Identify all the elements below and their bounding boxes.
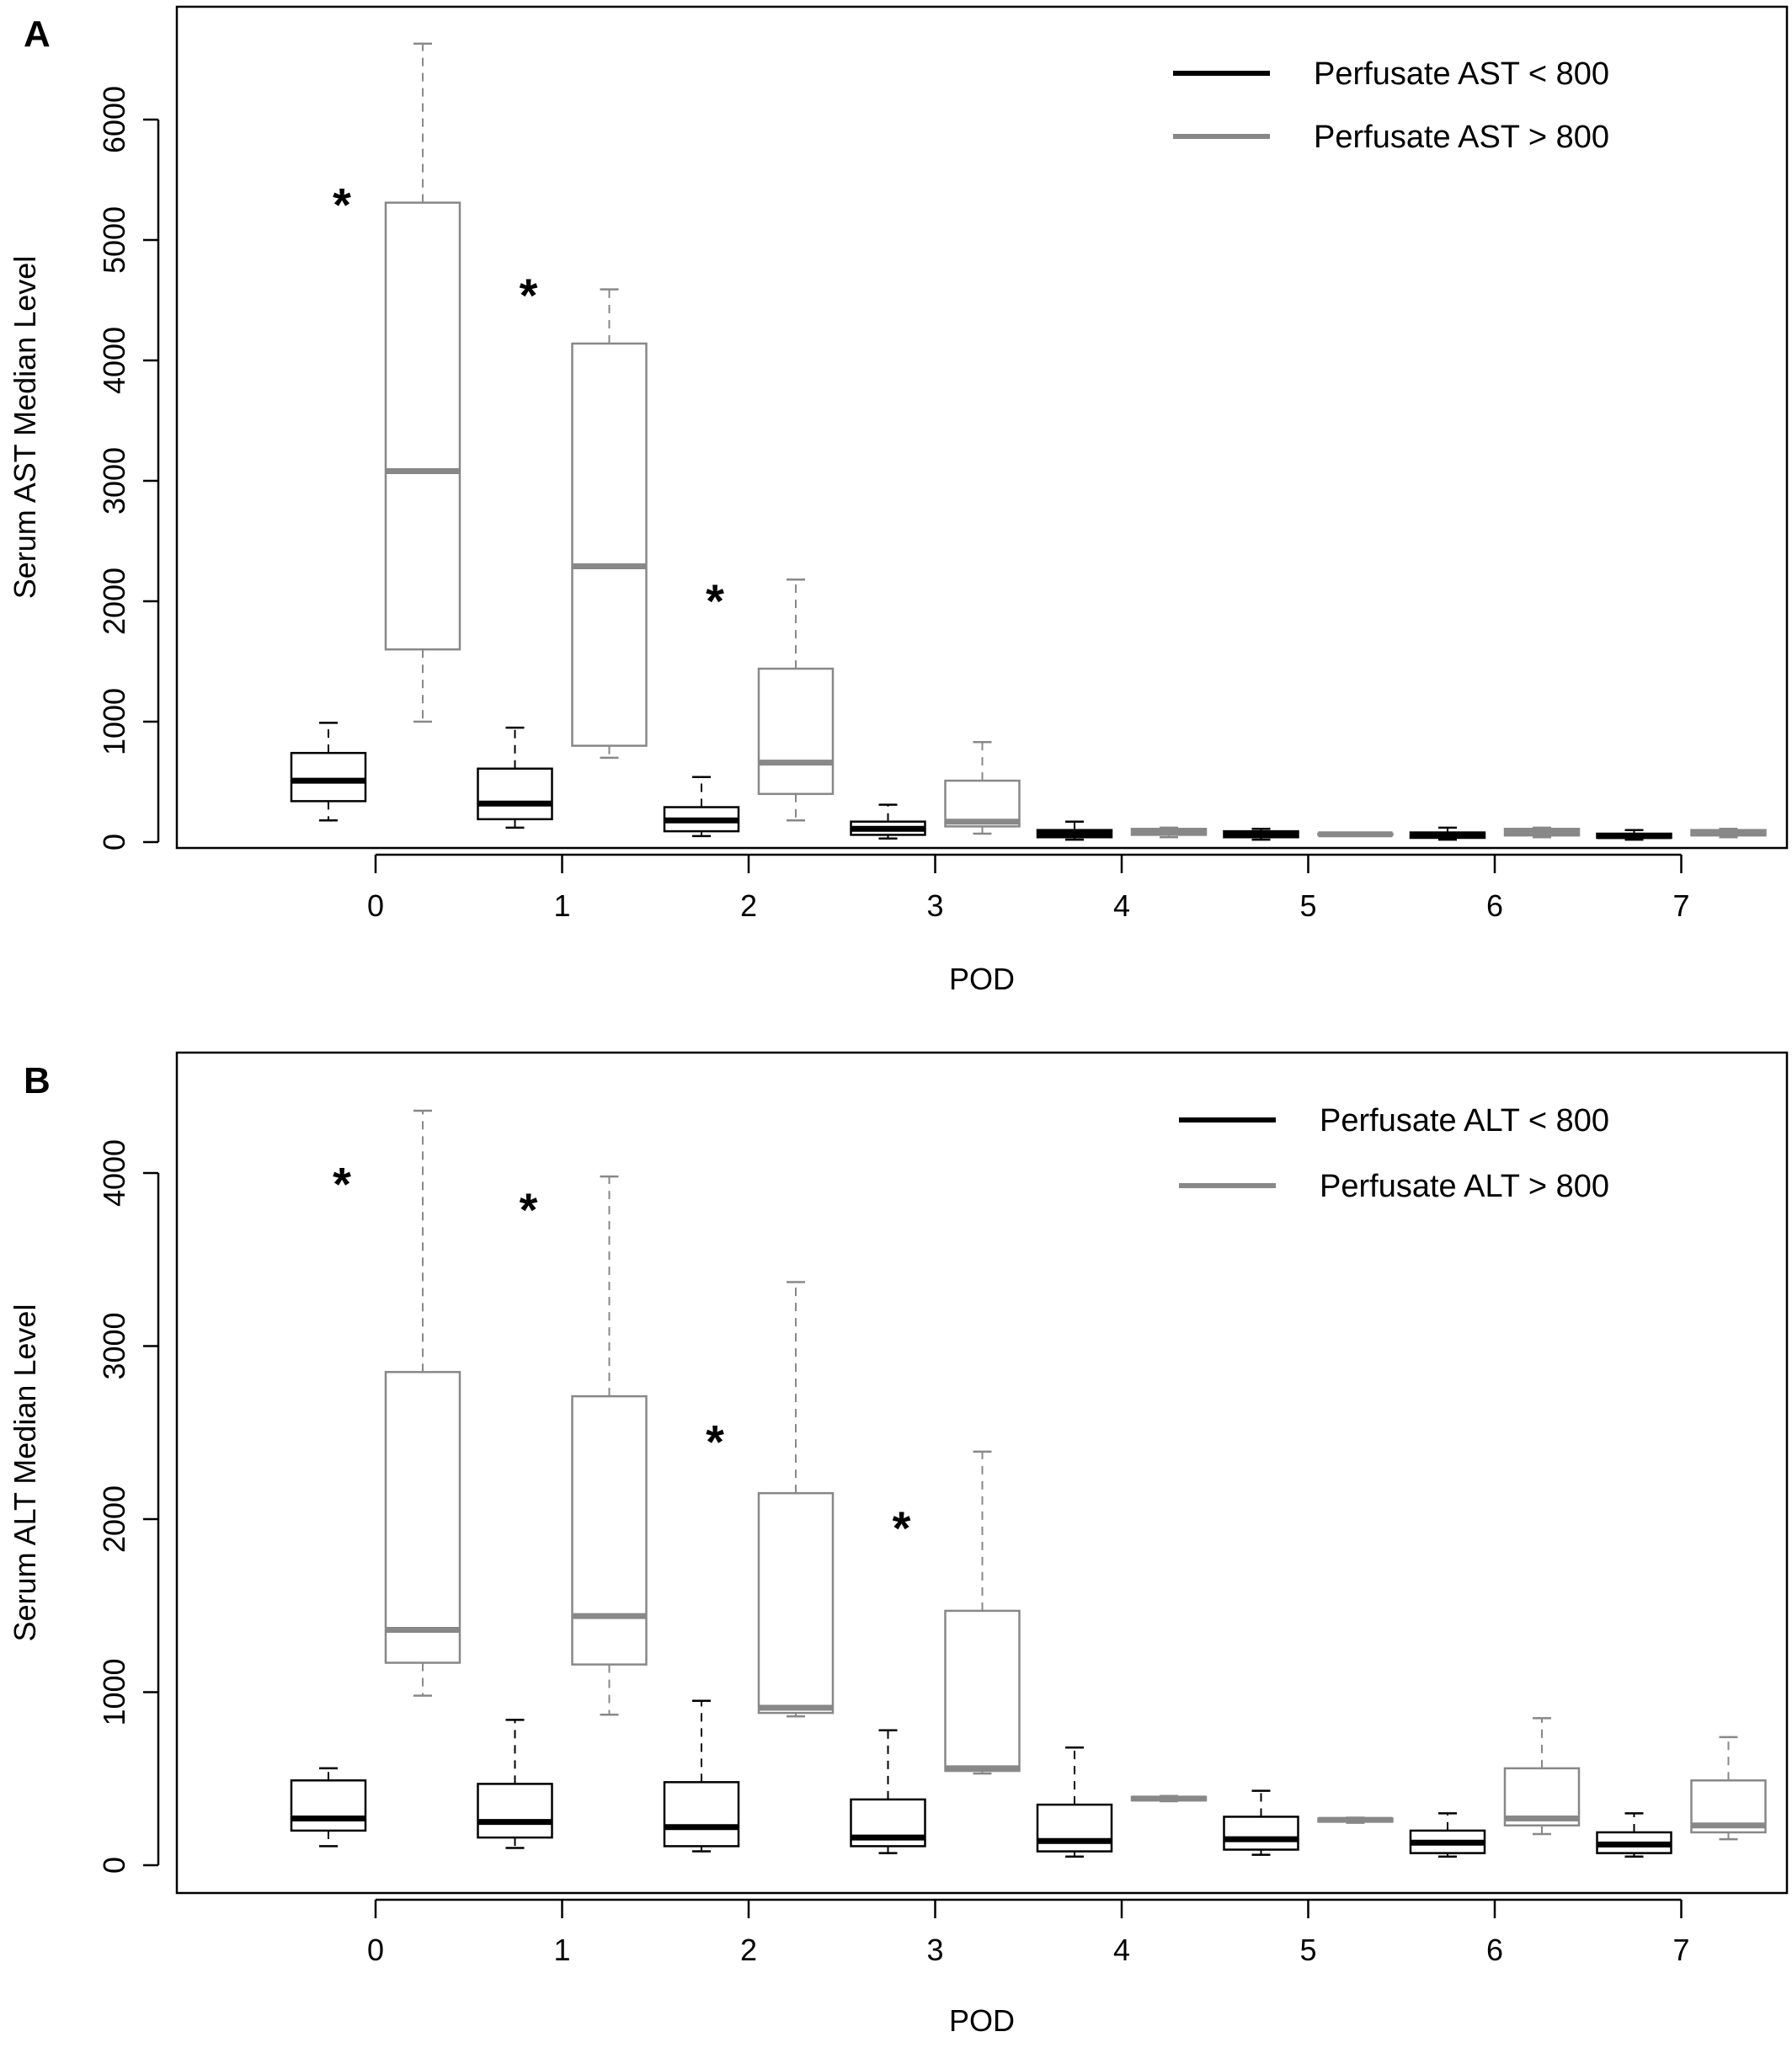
significance-asterisk: * — [706, 1415, 724, 1468]
significance-asterisk: * — [333, 1157, 351, 1210]
boxplot-low-pod-5 — [1223, 828, 1299, 841]
y-tick-label: 2000 — [97, 1485, 131, 1553]
iqr-box — [757, 1491, 835, 1714]
x-tick-label: 3 — [926, 888, 943, 923]
x-tick-label: 7 — [1672, 888, 1689, 923]
iqr-box — [384, 1371, 461, 1664]
y-tick-label: 3000 — [97, 1312, 131, 1379]
x-tick-label: 1 — [553, 888, 570, 923]
boxplot-low-pod-7 — [1596, 829, 1672, 841]
panel-a: A 0 1000 2000 3000 4000 5000 6000 Serum AST Medi… — [8, 5, 1789, 996]
iqr-box — [477, 767, 553, 821]
y-tick-label: 1000 — [97, 1658, 131, 1725]
y-tick-label: 0 — [97, 1857, 131, 1874]
boxplot-high-pod-6 — [1503, 1717, 1581, 1836]
significance-asterisk: * — [520, 1183, 538, 1236]
boxplot-high-pod-0 — [384, 42, 461, 723]
plot-frame — [175, 1051, 1789, 1895]
significance-asterisk: * — [706, 574, 724, 627]
x-tick-label: 0 — [367, 1933, 384, 1967]
boxplot-high-pod-7 — [1690, 1736, 1767, 1841]
boxplot-high-pod-5 — [1317, 831, 1394, 838]
x-tick-label: 2 — [740, 1933, 757, 1967]
significance-asterisk: * — [333, 179, 351, 232]
y-tick-label: 6000 — [97, 86, 131, 153]
y-axis-label: Serum ALT Median Level — [8, 1304, 42, 1642]
boxplot-high-pod-0 — [384, 1109, 461, 1697]
legend-label: Perfusate ALT < 800 — [1320, 1103, 1609, 1138]
legend-label: Perfusate AST < 800 — [1314, 56, 1609, 92]
boxplot-low-pod-4 — [1036, 1746, 1113, 1858]
iqr-box — [944, 1609, 1021, 1773]
x-tick-label: 5 — [1299, 888, 1316, 923]
boxplot-high-pod-3 — [944, 1450, 1021, 1775]
significance-asterisk: * — [520, 269, 538, 322]
iqr-box — [1223, 1816, 1299, 1851]
boxplot-high-pod-7 — [1690, 828, 1767, 839]
boxplot-high-pod-6 — [1503, 826, 1581, 839]
legend-label: Perfusate AST > 800 — [1314, 120, 1609, 155]
iqr-box — [663, 1781, 740, 1848]
x-tick-label: 1 — [553, 1933, 570, 1967]
iqr-box — [477, 1783, 553, 1839]
x-axis-label: POD — [949, 962, 1015, 996]
y-axis-label: Serum AST Median Level — [8, 256, 42, 600]
iqr-box — [1036, 1803, 1113, 1853]
panel-b: B 0 1000 2000 3000 4000 Serum ALT Median Level… — [8, 1051, 1789, 2038]
y-tick-label: 4000 — [97, 1139, 131, 1207]
legend-label: Perfusate ALT > 800 — [1320, 1169, 1609, 1204]
y-tick-label: 4000 — [97, 327, 131, 394]
significance-asterisk: * — [893, 1501, 911, 1554]
boxplot-high-pod-1 — [571, 288, 648, 760]
boxplot-high-pod-5 — [1317, 1816, 1394, 1824]
x-tick-label: 6 — [1486, 888, 1503, 923]
x-tick-label: 3 — [926, 1933, 943, 1967]
boxplot-low-pod-6 — [1409, 826, 1486, 841]
boxplot-low-pod-2 — [663, 1699, 740, 1853]
y-tick-label: 3000 — [97, 447, 131, 515]
boxplot-low-pod-5 — [1223, 1789, 1299, 1856]
iqr-box — [571, 1394, 648, 1666]
x-tick-label: 4 — [1113, 1933, 1130, 1967]
boxplot-high-pod-2 — [757, 1281, 835, 1718]
x-tick-label: 0 — [367, 888, 384, 923]
x-axis-label: POD — [949, 2003, 1015, 2038]
x-tick-label: 5 — [1299, 1933, 1316, 1967]
boxplot-high-pod-1 — [571, 1175, 648, 1716]
boxplot-low-pod-0 — [290, 722, 367, 822]
boxplot-high-pod-2 — [757, 579, 835, 822]
panel-label: B — [24, 1060, 51, 1101]
boxplot-low-pod-1 — [477, 726, 553, 829]
boxplot-low-pod-6 — [1409, 1812, 1486, 1858]
iqr-box — [571, 342, 648, 747]
boxplot-low-pod-7 — [1596, 1812, 1672, 1858]
x-tick-label: 6 — [1486, 1933, 1503, 1967]
x-tick-label: 4 — [1113, 888, 1130, 923]
y-tick-label: 2000 — [97, 568, 131, 635]
panel-label: A — [24, 13, 51, 55]
iqr-box — [290, 1779, 367, 1832]
iqr-box — [384, 201, 461, 651]
x-tick-label: 7 — [1672, 1933, 1689, 1967]
boxplot-low-pod-3 — [850, 1729, 926, 1854]
boxplot-low-pod-4 — [1036, 820, 1113, 841]
boxplot-low-pod-2 — [663, 776, 740, 838]
boxplot-low-pod-1 — [477, 1719, 553, 1849]
boxplot-low-pod-0 — [290, 1767, 367, 1848]
x-tick-label: 2 — [740, 888, 757, 923]
y-tick-label: 0 — [97, 834, 131, 851]
boxplot-high-pod-4 — [1130, 826, 1208, 839]
boxplot-high-pod-4 — [1130, 1794, 1208, 1803]
boxplot-low-pod-3 — [850, 803, 926, 840]
boxplot-high-pod-3 — [944, 741, 1021, 835]
plot-frame — [175, 5, 1789, 850]
y-tick-label: 1000 — [97, 688, 131, 755]
iqr-box — [757, 667, 835, 796]
y-tick-label: 5000 — [97, 206, 131, 274]
iqr-box — [290, 751, 367, 803]
